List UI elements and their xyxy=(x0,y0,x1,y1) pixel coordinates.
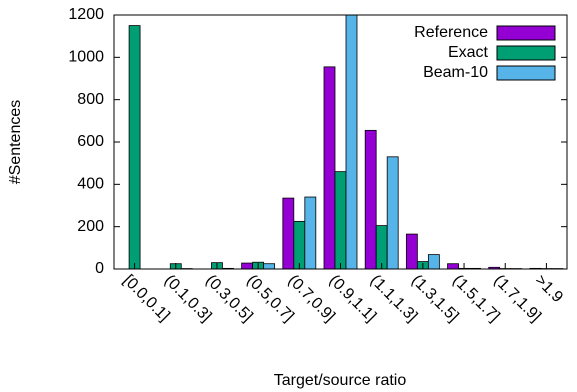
y-tick-label: 400 xyxy=(77,176,104,193)
legend-label: Beam-10 xyxy=(423,64,488,81)
bar-reference xyxy=(447,263,459,270)
bar-reference xyxy=(323,66,336,270)
y-tick-label: 800 xyxy=(77,91,104,108)
x-axis-ticks: [0.0,0.1](0.1,0.3](0.3,0.5](0.5,0.7](0.7… xyxy=(120,263,566,325)
y-tick-label: 600 xyxy=(77,133,104,150)
bar-reference xyxy=(405,233,418,270)
plot-frame xyxy=(113,14,568,270)
bar-beam-10 xyxy=(427,254,440,270)
bar-exact xyxy=(293,220,306,270)
bar-reference xyxy=(364,129,377,270)
x-axis-label: Target/source ratio xyxy=(274,372,407,389)
legend-swatch xyxy=(496,45,556,61)
y-tick-label: 1200 xyxy=(68,6,104,23)
bar-exact xyxy=(375,225,388,270)
y-tick-label: 200 xyxy=(77,218,104,235)
bar-reference xyxy=(241,262,254,270)
y-tick-label: 1000 xyxy=(68,49,104,66)
y-axis-label: #Sentences xyxy=(7,100,24,185)
legend-label: Reference xyxy=(414,24,488,41)
bar-beam-10 xyxy=(263,263,276,270)
legend-label: Exact xyxy=(448,44,489,61)
legend: Reference Exact Beam-10 xyxy=(414,24,556,81)
bar-beam-10 xyxy=(386,156,399,270)
bar-exact xyxy=(128,25,141,270)
legend-swatch xyxy=(496,25,556,41)
y-tick-label: 0 xyxy=(95,260,104,277)
x-tick-label: >1.9 xyxy=(532,272,566,306)
legend-swatch xyxy=(496,65,556,81)
y-axis-ticks: 0 200 400 600 800 1000 1200 xyxy=(68,6,567,277)
bar-reference xyxy=(282,197,295,270)
bar-beam-10 xyxy=(304,196,317,270)
bar-exact xyxy=(334,171,347,270)
bar-beam-10 xyxy=(345,14,358,270)
